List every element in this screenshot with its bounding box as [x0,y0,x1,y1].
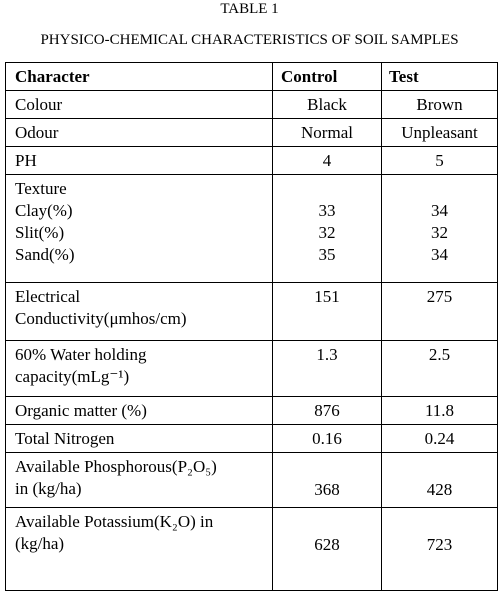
table-row: Colour Black Brown [5,90,498,119]
row-label-cell: Electrical Conductivity(μmhos/cm) [5,282,273,341]
row-label-cell: Available Phosphorous(P₂O₅) in (kg/ha) [5,452,273,508]
cell-value: 0.16 [312,429,342,448]
data-table: Character Control Test Colour Black Brown O… [5,62,498,591]
cell-value: 2.5 [428,345,451,364]
value-cell: 428 [381,452,498,508]
column-header: Test [381,62,498,91]
row-label: Clay(%) [15,201,73,220]
row-label-cell: Organic matter (%) [5,396,273,425]
value-cell: 876 [272,396,382,425]
value-cell: 11.8 [381,396,498,425]
cell-value: Unpleasant [401,123,478,142]
cell-value: Black [307,95,347,114]
table-row: Total Nitrogen 0.16 0.24 [5,424,498,453]
cell-value: 151 [314,287,340,306]
cell-value: 32 [318,223,336,242]
column-header: Character [5,62,273,91]
table-row: Odour Normal Unpleasant [5,118,498,147]
cell-value: 368 [314,480,340,499]
cell-value: 428 [426,480,453,499]
row-label: Colour [15,95,63,114]
cell-value: 34 [431,201,448,220]
row-label-cell: PH [5,146,273,175]
table-row: Texture Clay(%) Slit(%) Sand(%) 33 32 35 34 32 34 [5,174,498,283]
row-label: Total Nitrogen [15,429,115,448]
row-label: capacity(mLg⁻¹) [15,367,130,386]
value-cell: Black [272,90,382,119]
cell-value: 33 [318,201,336,220]
cell-value: 35 [318,245,336,264]
value-cell: Normal [272,118,382,147]
table-row: Organic matter (%) 876 11.8 [5,396,498,425]
row-label: in (kg/ha) [15,479,82,498]
row-label-cell: Texture Clay(%) Slit(%) Sand(%) [5,174,273,283]
row-label: (kg/ha) [15,534,65,553]
row-label: Organic matter (%) [15,401,147,420]
cell-value: 34 [431,245,448,264]
cell-value: Normal [301,123,353,142]
table-row: Available Potassium(K₂O) in (kg/ha) 628 723 [5,507,498,591]
cell-value: 32 [431,223,448,242]
row-label: Sand(%) [15,245,75,264]
cell-value: 5 [435,151,444,170]
row-label: Texture [15,179,67,198]
row-label: Electrical [15,287,81,306]
row-label: Available Potassium(K₂O) in [15,512,214,531]
value-cell: 0.24 [381,424,498,453]
value-cell: 368 [272,452,382,508]
header-row: Character Control Test [5,62,498,91]
row-label: PH [15,151,37,170]
value-cell: Brown [381,90,498,119]
value-cell: 275 [381,282,498,341]
row-label: Available Phosphorous(P₂O₅) [15,457,217,476]
row-label-cell: Total Nitrogen [5,424,273,453]
cell-value: 628 [314,535,340,554]
value-cell: 4 [272,146,382,175]
table-row: Electrical Conductivity(μmhos/cm) 151 275 [5,282,498,341]
table-row: PH 4 5 [5,146,498,175]
value-cell: 34 32 34 [381,174,498,283]
table-row: Available Phosphorous(P₂O₅) in (kg/ha) 368… [5,452,498,508]
table-subtitle: PHYSICO-CHEMICAL CHARACTERISTICS OF SOIL… [40,32,459,48]
row-label-cell: Odour [5,118,273,147]
value-cell: 5 [381,146,498,175]
row-label-cell: 60% Water holding capacity(mLg⁻¹) [5,340,273,397]
value-cell: 1.3 [272,340,382,397]
row-label: Odour [15,123,59,142]
column-header: Control [272,62,382,91]
cell-value: 4 [322,151,332,170]
cell-value: 275 [426,287,453,306]
value-cell: 33 32 35 [272,174,382,283]
value-cell: 0.16 [272,424,382,453]
row-label-cell: Colour [5,90,273,119]
row-label: 60% Water holding [15,345,147,364]
row-label: Conductivity(μmhos/cm) [15,309,187,328]
cell-value: Brown [416,95,463,114]
cell-value: 723 [426,535,453,554]
row-label-cell: Available Potassium(K₂O) in (kg/ha) [5,507,273,591]
row-label: Slit(%) [15,223,65,242]
cell-value: 1.3 [316,345,338,364]
value-cell: 628 [272,507,382,591]
table-caption: TABLE 1 [220,1,279,17]
table-body: Colour Black Brown Odour Normal Unpleasant PH 4… [5,90,498,591]
value-cell: 151 [272,282,382,341]
value-cell: 2.5 [381,340,498,397]
table-row: 60% Water holding capacity(mLg⁻¹) 1.3 2.5 [5,340,498,397]
cell-value: 876 [314,401,340,420]
cell-value: 11.8 [424,401,455,420]
value-cell: Unpleasant [381,118,498,147]
cell-value: 0.24 [424,429,455,448]
value-cell: 723 [381,507,498,591]
